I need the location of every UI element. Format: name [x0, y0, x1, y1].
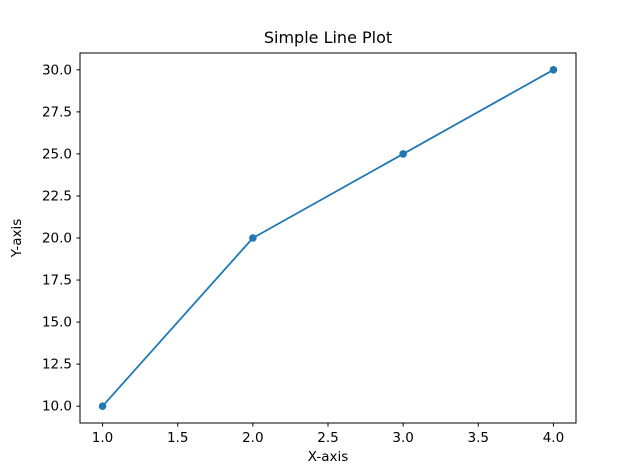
data-point-marker — [549, 66, 558, 74]
x-tick-label: 3.5 — [468, 430, 489, 446]
y-tick-label: 27.5 — [42, 104, 72, 120]
x-tick-label: 4.0 — [543, 430, 564, 446]
data-point-marker — [98, 402, 107, 410]
y-tick-label: 30.0 — [42, 62, 72, 78]
data-point-marker — [249, 234, 257, 242]
x-tick-label: 3.0 — [392, 430, 413, 446]
y-tick-label: 17.5 — [42, 273, 72, 289]
data-line — [101, 68, 555, 408]
y-tick-label: 10.0 — [42, 399, 72, 415]
y-axis-label: Y-axis — [9, 218, 25, 258]
data-point-marker — [399, 150, 407, 158]
x-tick-label: 1.0 — [92, 430, 113, 446]
y-tick-label: 25.0 — [42, 146, 72, 162]
x-tick-label: 2.5 — [317, 430, 338, 446]
y-tick-label: 22.5 — [42, 188, 72, 204]
y-tick-label: 15.0 — [42, 315, 72, 331]
y-tick-label: 20.0 — [42, 231, 72, 247]
x-axis-label: X-axis — [307, 449, 349, 465]
x-tick-label: 1.5 — [167, 430, 188, 446]
axes-frame — [79, 52, 577, 424]
y-tick-label: 12.5 — [42, 357, 72, 373]
x-tick-label: 2.0 — [242, 430, 263, 446]
chart-title: Simple Line Plot — [263, 28, 393, 47]
